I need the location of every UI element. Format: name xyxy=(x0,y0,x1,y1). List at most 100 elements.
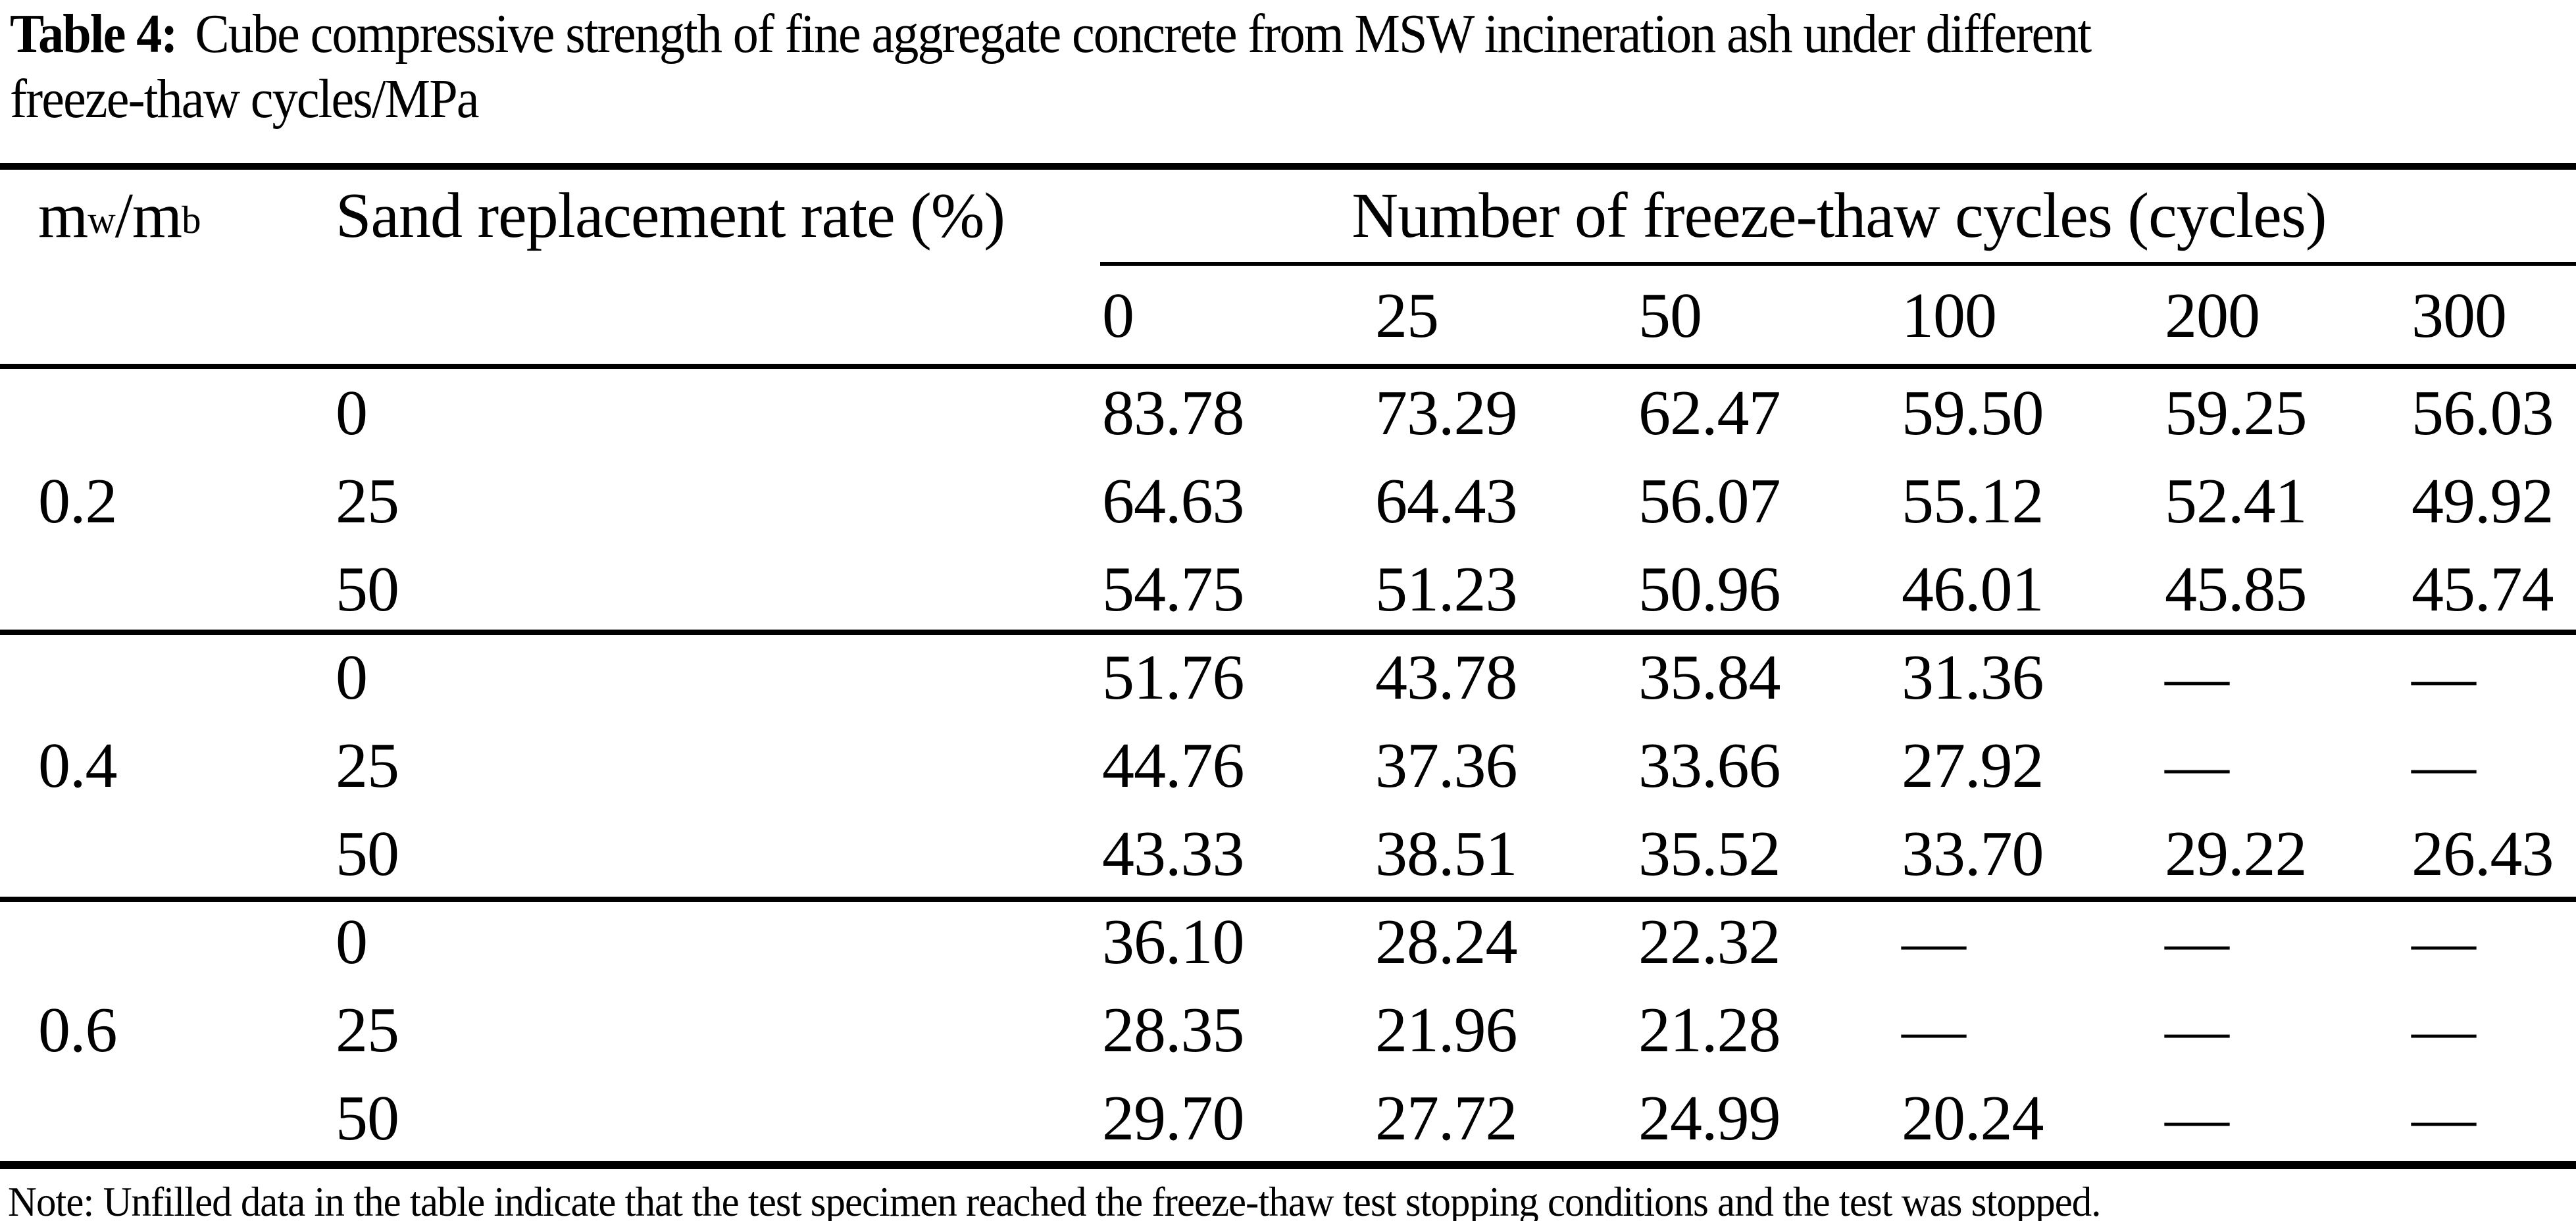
cell-value: 50.96 xyxy=(1638,554,1781,625)
column-header-cycle-0: 0 xyxy=(1102,280,1134,351)
cell-value: 21.28 xyxy=(1638,995,1781,1066)
cell-ratio: 0.2 xyxy=(38,466,118,537)
cell-sand-rate: 0 xyxy=(336,907,368,978)
caption-line-2: freeze-thaw cycles/MPa xyxy=(10,66,2576,132)
cell-value: 29.70 xyxy=(1102,1083,1245,1154)
cell-value: 33.70 xyxy=(1902,818,2044,889)
spacer-cell xyxy=(336,262,1102,369)
cell-sand-rate: 25 xyxy=(336,995,399,1066)
table-footnote: Note: Unfilled data in the table indicat… xyxy=(8,1178,2101,1221)
caption-table-number: Table 4: xyxy=(10,3,178,64)
cell-sand-rate: 50 xyxy=(336,554,399,625)
cell-value: 51.23 xyxy=(1375,554,1518,625)
spacer-cell xyxy=(0,810,336,898)
cell-value: 27.92 xyxy=(1902,730,2044,801)
cell-value: 54.75 xyxy=(1102,554,1245,625)
cell-value: 21.96 xyxy=(1375,995,1518,1066)
cell-value: 35.52 xyxy=(1638,818,1781,889)
cell-value: — xyxy=(2412,907,2476,978)
cell-value: — xyxy=(2165,1083,2229,1154)
column-header-cycle-100: 100 xyxy=(1902,280,1997,351)
cell-value: 43.33 xyxy=(1102,818,1245,889)
cell-value: — xyxy=(2165,995,2229,1066)
cell-value: — xyxy=(1902,995,1966,1066)
cell-value: — xyxy=(2165,907,2229,978)
column-header-cycle-50: 50 xyxy=(1638,280,1702,351)
cell-value: — xyxy=(2412,995,2476,1066)
caption-text-line2: freeze-thaw cycles/MPa xyxy=(10,68,480,130)
cell-value: 62.47 xyxy=(1638,378,1781,449)
cell-sand-rate: 25 xyxy=(336,730,399,801)
spacer-cell xyxy=(0,898,336,986)
caption-line-1: Table 4: Cube compressive strength of fin… xyxy=(10,1,2576,66)
cell-value: 44.76 xyxy=(1102,730,1245,801)
rule-after-group-0-4 xyxy=(0,897,2576,902)
spacer-cell xyxy=(0,1074,336,1162)
rule-cycles-span xyxy=(1100,262,2576,266)
column-header-cycle-25: 25 xyxy=(1375,280,1439,351)
cell-value: 31.36 xyxy=(1902,642,2044,713)
rule-table-top xyxy=(0,163,2576,170)
spacer-cell xyxy=(0,545,336,634)
data-table: m w/m b Sand replacement rate (%) Number o… xyxy=(0,170,2576,1162)
cell-value: — xyxy=(2412,642,2476,713)
ratio-symbol-m1: m xyxy=(38,180,88,251)
rule-below-column-headers xyxy=(0,364,2576,369)
cell-sand-rate: 50 xyxy=(336,1083,399,1154)
cell-value: 20.24 xyxy=(1902,1083,2044,1154)
cell-value: 29.22 xyxy=(2165,818,2308,889)
cell-value: 46.01 xyxy=(1902,554,2044,625)
cell-value: 64.63 xyxy=(1102,466,1245,537)
cell-value: 27.72 xyxy=(1375,1083,1518,1154)
cell-value: 52.41 xyxy=(2165,466,2308,537)
cell-value: 55.12 xyxy=(1902,466,2044,537)
cell-sand-rate: 50 xyxy=(336,818,399,889)
caption-text-line1: Cube compressive strength of fine aggreg… xyxy=(195,3,2092,64)
cell-ratio: 0.6 xyxy=(38,995,118,1066)
cell-value: 36.10 xyxy=(1102,907,1245,978)
cell-value: 24.99 xyxy=(1638,1083,1781,1154)
spacer-cell xyxy=(0,634,336,722)
column-header-cycles-group: Number of freeze-thaw cycles (cycles) xyxy=(1351,180,2327,251)
cell-value: 56.03 xyxy=(2412,378,2554,449)
cell-value: 28.35 xyxy=(1102,995,1245,1066)
column-header-cycle-200: 200 xyxy=(2165,280,2260,351)
column-header-cycle-300: 300 xyxy=(2412,280,2507,351)
rule-table-bottom xyxy=(0,1161,2576,1169)
cell-value: 56.07 xyxy=(1638,466,1781,537)
rule-after-group-0-2 xyxy=(0,630,2576,635)
cell-value: 83.78 xyxy=(1102,378,1245,449)
cell-value: 28.24 xyxy=(1375,907,1518,978)
cell-sand-rate: 0 xyxy=(336,378,368,449)
cell-value: 37.36 xyxy=(1375,730,1518,801)
cell-value: 49.92 xyxy=(2412,466,2554,537)
cell-value: 26.43 xyxy=(2412,818,2554,889)
cell-value: — xyxy=(2165,642,2229,713)
ratio-symbol-m2: /m xyxy=(114,180,182,251)
cell-value: 45.74 xyxy=(2412,554,2554,625)
cell-value: 73.29 xyxy=(1375,378,1518,449)
cell-sand-rate: 0 xyxy=(336,642,368,713)
cell-sand-rate: 25 xyxy=(336,466,399,537)
cell-value: 22.32 xyxy=(1638,907,1781,978)
cell-value: 59.25 xyxy=(2165,378,2308,449)
cell-value: — xyxy=(2165,730,2229,801)
table-caption: Table 4: Cube compressive strength of fin… xyxy=(10,1,2576,132)
cell-value: 59.50 xyxy=(1902,378,2044,449)
cell-value: 51.76 xyxy=(1102,642,1245,713)
cell-value: 35.84 xyxy=(1638,642,1781,713)
cell-value: 45.85 xyxy=(2165,554,2308,625)
spacer-cell xyxy=(0,369,336,457)
spacer-cell xyxy=(0,262,336,369)
cell-value: 64.43 xyxy=(1375,466,1518,537)
cell-ratio: 0.4 xyxy=(38,730,118,801)
cell-value: — xyxy=(2412,730,2476,801)
cell-value: 38.51 xyxy=(1375,818,1518,889)
cell-value: — xyxy=(1902,907,1966,978)
cell-value: 33.66 xyxy=(1638,730,1781,801)
column-header-sand: Sand replacement rate (%) xyxy=(336,180,1005,251)
cell-value: 43.78 xyxy=(1375,642,1518,713)
cell-value: — xyxy=(2412,1083,2476,1154)
column-header-ratio: m w/m b xyxy=(38,180,201,251)
